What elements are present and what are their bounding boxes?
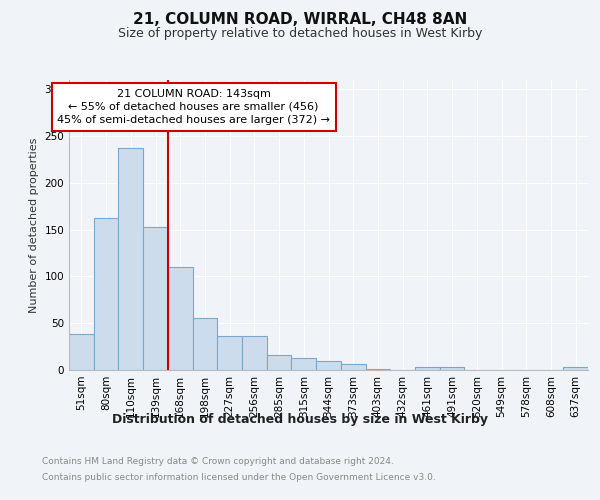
Text: 21, COLUMN ROAD, WIRRAL, CH48 8AN: 21, COLUMN ROAD, WIRRAL, CH48 8AN (133, 12, 467, 28)
Bar (118, 148, 143, 370)
Bar (217, 336, 242, 370)
Text: Contains HM Land Registry data © Crown copyright and database right 2024.: Contains HM Land Registry data © Crown c… (42, 458, 394, 466)
Text: Size of property relative to detached houses in West Kirby: Size of property relative to detached ho… (118, 28, 482, 40)
Bar (415, 367, 440, 370)
Y-axis label: Number of detached properties: Number of detached properties (29, 138, 39, 312)
Bar (69, 334, 94, 370)
Bar (316, 360, 341, 370)
Bar (341, 364, 365, 370)
Bar (365, 369, 390, 370)
Text: Distribution of detached houses by size in West Kirby: Distribution of detached houses by size … (112, 412, 488, 426)
Bar (168, 267, 193, 370)
Bar (143, 227, 168, 370)
Bar (292, 358, 316, 370)
Bar (94, 218, 118, 370)
Text: Contains public sector information licensed under the Open Government Licence v3: Contains public sector information licen… (42, 472, 436, 482)
Bar (440, 367, 464, 370)
Bar (242, 336, 267, 370)
Text: 21 COLUMN ROAD: 143sqm
← 55% of detached houses are smaller (456)
45% of semi-de: 21 COLUMN ROAD: 143sqm ← 55% of detached… (57, 88, 330, 125)
Bar (193, 318, 217, 370)
Bar (267, 355, 292, 370)
Bar (563, 367, 588, 370)
